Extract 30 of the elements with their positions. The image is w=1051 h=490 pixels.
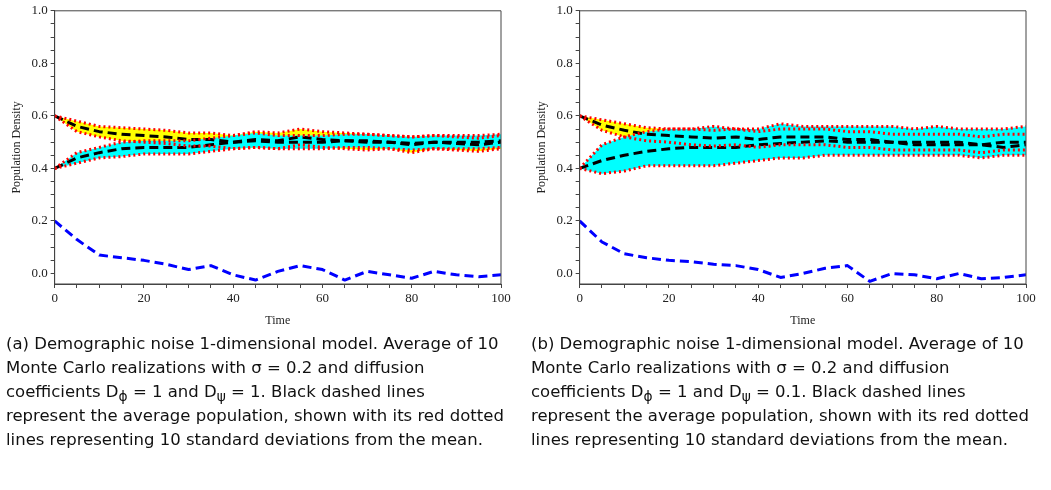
y-tick-label: 0.8 [556,54,573,70]
x-tick-label: 80 [930,290,944,306]
x-tick-label: 60 [315,290,329,306]
x-tick-label: 40 [751,290,765,306]
y-tick-label: 0.0 [31,264,48,280]
x-tick-label: 20 [137,290,151,306]
y-tick-label: 1.0 [556,2,573,18]
x-tick-label: 0 [576,290,583,306]
x-tick-label: 80 [405,290,419,306]
y-axis-title: Population Density [9,101,24,194]
y-tick-label: 0.2 [556,212,573,228]
y-axis-title: Population Density [534,101,549,194]
y-tick-label: 0.6 [556,107,574,123]
y-tick-label: 1.0 [31,2,48,18]
x-axis-title: Time [265,312,291,327]
text: (a) Demographic noise 1-dimensional model. Average of 10 Monte Carlo realizations with σ = 0.2 and diffusion coefficients D$_{ϕ}$ = 1 and D$_{ψ}$ = 1. Black dashed lines represent the average population, shown with its red dotted lines representing 10 standard deviations from the mean. [6,334,504,449]
x-axis-title: Time [790,312,816,327]
y-tick-label: 0.8 [31,54,48,70]
x-tick-label: 20 [662,290,676,306]
text: (b) Demographic noise 1-dimensional model. Average of 10 Monte Carlo realizations with σ = 0.2 and diffusion coefficients D$_{ϕ}$ = 1 and D$_{ψ}$ = 0.1. Black dashed lines represent the average population, shown with its red dotted lines representing 10 standard deviations from the mean. [531,334,1029,449]
x-tick-label: 60 [840,290,854,306]
y-tick-label: 0.2 [31,212,48,228]
y-tick-label: 0.4 [556,159,574,175]
x-tick-label: 0 [51,290,58,306]
y-tick-label: 0.4 [31,159,49,175]
x-tick-label: 100 [1016,290,1036,306]
x-tick-label: 100 [491,290,511,306]
y-tick-label: 0.0 [556,264,573,280]
x-tick-label: 40 [226,290,240,306]
y-tick-label: 0.6 [31,107,49,123]
